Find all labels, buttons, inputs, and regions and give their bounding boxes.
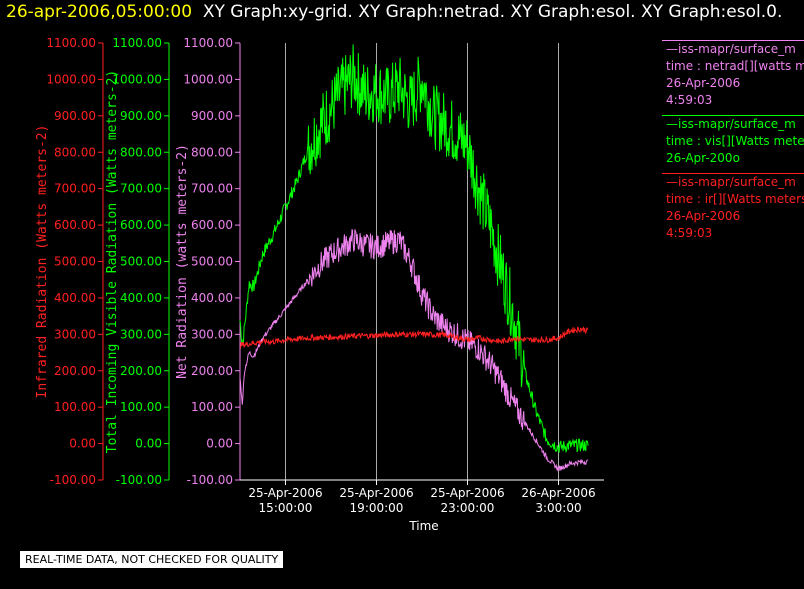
x-tick-label: 25-Apr-2006 [430,486,504,500]
legend-line: time : ir[][Watts meters [666,192,804,206]
legend-line: time : vis[][Watts mete [666,134,804,148]
vis-y-tick-label: 900.00 [120,109,162,123]
ir-y-tick-label: 800.00 [54,145,96,159]
ir-y-tick-label: 200.00 [54,364,96,378]
legend-entry-netrad: —iss-mapr/surface_m time : netrad[][watt… [662,40,804,109]
ir-y-tick-label: 600.00 [54,218,96,232]
net-y-tick-label: 700.00 [191,182,233,196]
ir-y-tick-label: 0.00 [69,437,96,451]
vis-y-tick-label: 400.00 [120,291,162,305]
legend-line: 26-Apr-2006 [666,76,741,90]
title-graphs: XY Graph:xy-grid. XY Graph:netrad. XY Gr… [202,2,783,22]
chart-title-bar: 26-apr-2006,05:00:00 XY Graph:xy-grid. X… [6,2,782,22]
x-tick-label: 19:00:00 [350,501,404,515]
vis-y-tick-label: 300.00 [120,327,162,341]
legend-line: 26-Apr-200o [666,151,740,165]
ir-y-tick-label: 300.00 [54,327,96,341]
net-y-tick-label: 1000.00 [183,72,233,86]
net-y-tick-label: 400.00 [191,291,233,305]
ir-y-tick-label: 1100.00 [46,36,96,50]
x-tick-label: 3:00:00 [535,501,581,515]
net-y-tick-label: -100.00 [187,473,233,487]
net-y-tick-label: 800.00 [191,145,233,159]
x-tick-label: 23:00:00 [441,501,495,515]
vis-y-axis-label: Total Incoming Visible Radiation (Watts … [105,70,120,454]
ir-y-tick-label: 1000.00 [46,72,96,86]
net-y-tick-label: 900.00 [191,109,233,123]
legend-line: —iss-mapr/surface_m [666,175,796,189]
legend-entry-vis: —iss-mapr/surface_m time : vis[][Watts m… [662,115,804,167]
ir-y-axis-label: Infrared Radiation (Watts meters-2) [35,125,50,399]
net-y-tick-label: 200.00 [191,364,233,378]
vis-series-line [239,44,589,454]
net-y-tick-label: 100.00 [191,400,233,414]
legend-line: 4:59:03 [666,93,713,107]
x-axis-label: Time [408,519,438,533]
ir-y-tick-label: 700.00 [54,182,96,196]
legend-line: —iss-mapr/surface_m [666,117,796,131]
vis-y-tick-label: 100.00 [120,400,162,414]
legend: —iss-mapr/surface_m time : netrad[][watt… [662,40,804,248]
legend-line: time : netrad[][watts m [666,59,804,73]
x-tick-label: 25-Apr-2006 [248,486,322,500]
vis-y-tick-label: 200.00 [120,364,162,378]
legend-entry-ir: —iss-mapr/surface_m time : ir[][Watts me… [662,173,804,242]
ir-series-line [239,326,589,349]
ir-y-tick-label: 100.00 [54,400,96,414]
vis-y-tick-label: -100.00 [116,473,162,487]
x-tick-label: 26-Apr-2006 [521,486,595,500]
vis-y-tick-label: 700.00 [120,182,162,196]
vis-y-tick-label: 500.00 [120,255,162,269]
legend-line: 4:59:03 [666,226,713,240]
net-y-tick-label: 600.00 [191,218,233,232]
vis-y-tick-label: 0.00 [135,437,162,451]
title-date: 26-apr-2006,05:00:00 [6,2,193,22]
legend-line: 26-Apr-2006 [666,209,741,223]
ir-y-tick-label: -100.00 [50,473,96,487]
x-tick-label: 25-Apr-2006 [339,486,413,500]
ir-y-tick-label: 500.00 [54,255,96,269]
ir-y-tick-label: 900.00 [54,109,96,123]
ir-y-tick-label: 400.00 [54,291,96,305]
legend-line: —iss-mapr/surface_m [666,42,796,56]
quality-note: REAL-TIME DATA, NOT CHECKED FOR QUALITY [20,551,284,568]
net-series-line [239,229,589,472]
x-tick-label: 15:00:00 [259,501,313,515]
vis-y-tick-label: 1100.00 [112,36,162,50]
vis-y-tick-label: 1000.00 [112,72,162,86]
net-y-tick-label: 500.00 [191,255,233,269]
vis-y-tick-label: 600.00 [120,218,162,232]
net-y-tick-label: 0.00 [206,437,233,451]
net-y-axis-label: Net Radiation (watts meters-2) [175,144,190,379]
vis-y-tick-label: 800.00 [120,145,162,159]
net-y-tick-label: 1100.00 [183,36,233,50]
net-y-tick-label: 300.00 [191,327,233,341]
